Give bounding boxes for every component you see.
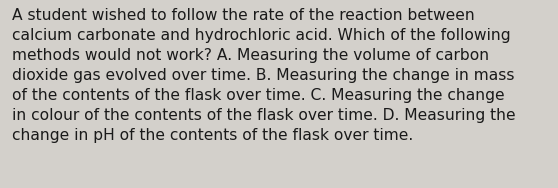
Text: A student wished to follow the rate of the reaction between
calcium carbonate an: A student wished to follow the rate of t… [12,8,516,143]
